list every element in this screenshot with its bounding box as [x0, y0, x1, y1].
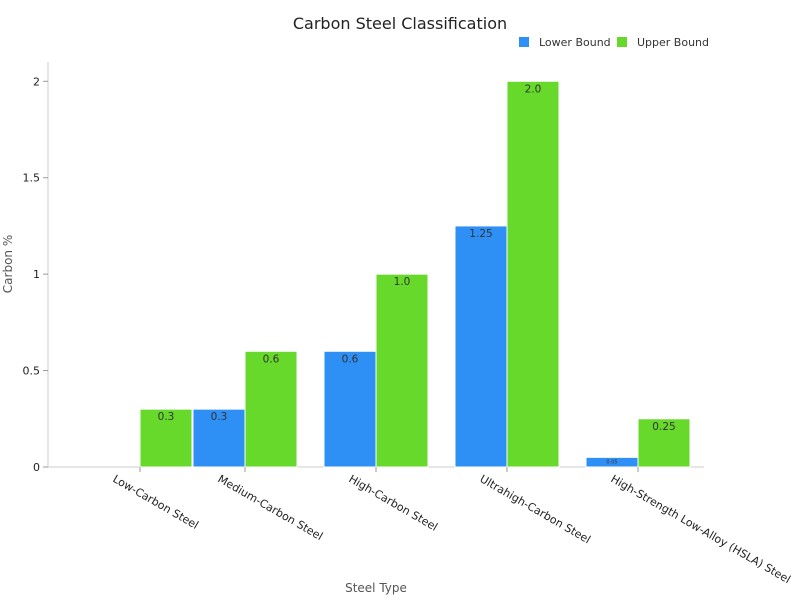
bar-data-label: 0.3	[158, 411, 175, 423]
x-tick-label: Ultrahigh-Carbon Steel	[478, 472, 593, 546]
y-tick-label: 1	[33, 268, 40, 281]
chart-title: Carbon Steel Classification	[293, 14, 507, 33]
bar-data-label: 0.05	[606, 459, 617, 465]
bar-data-label: 1.25	[469, 228, 492, 240]
y-axis-title: Carbon %	[1, 235, 15, 293]
bar-labels: 0.3 0.6 1.25 0.05 0.3 0.6 1.0 2.0 0.25	[158, 83, 676, 465]
legend: Lower Bound Upper Bound	[519, 36, 709, 49]
bar-upper-bound	[506, 80, 560, 468]
bar-lower-bound	[323, 350, 377, 468]
bar-data-label: 0.3	[211, 411, 228, 423]
bar-data-label: 2.0	[525, 83, 542, 95]
y-tick-label: 0	[33, 461, 40, 474]
bar-upper-bound	[139, 408, 193, 468]
y-tick-label: 1.5	[23, 172, 41, 185]
legend-label-upper-bound: Upper Bound	[637, 36, 709, 49]
bars	[139, 80, 691, 468]
y-tick-label: 0.5	[23, 365, 41, 378]
x-tick-label: Medium-Carbon Steel	[216, 472, 326, 543]
y-axis-ticks: 0 0.5 1 1.5 2	[23, 75, 48, 474]
bar-data-label: 0.25	[652, 421, 675, 433]
x-tick-label: High-Strength Low-Alloy (HSLA) Steel	[609, 472, 793, 586]
bar-upper-bound	[637, 418, 691, 468]
x-axis-title: Steel Type	[345, 581, 407, 595]
legend-label-lower-bound: Lower Bound	[539, 36, 611, 49]
bar-data-label: 0.6	[342, 353, 359, 365]
x-tick-label: Low-Carbon Steel	[111, 472, 201, 532]
bar-lower-bound	[454, 225, 508, 468]
legend-swatch-upper-bound	[617, 37, 627, 47]
x-axis-ticks: Low-Carbon Steel Medium-Carbon Steel High-…	[111, 467, 793, 586]
legend-swatch-lower-bound	[519, 37, 529, 47]
bar-data-label: 0.6	[263, 353, 280, 365]
bar-upper-bound	[375, 273, 429, 468]
y-tick-label: 2	[33, 75, 40, 88]
bar-data-label: 1.0	[394, 276, 411, 288]
bar-upper-bound	[244, 350, 298, 468]
bar-lower-bound	[192, 408, 246, 468]
x-tick-label: High-Carbon Steel	[347, 472, 440, 533]
